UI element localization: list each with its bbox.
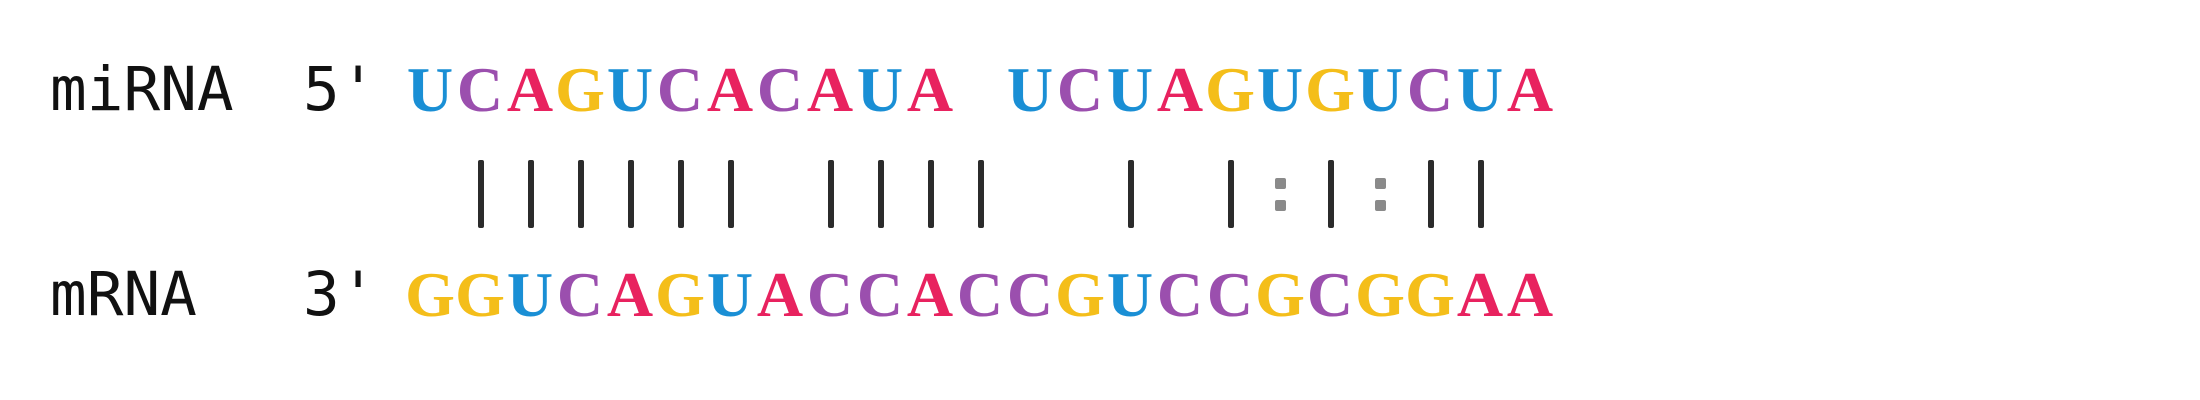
mrna-nucleotide: G: [405, 259, 455, 330]
mirna-nucleotide: A: [906, 54, 954, 125]
mrna-nucleotide: C: [1006, 259, 1054, 330]
mirna-nucleotide: C: [756, 54, 804, 125]
unpaired-gap: [755, 150, 805, 240]
watson-crick-pair-bar: [505, 150, 555, 240]
mirna-label: miRNA: [50, 54, 234, 125]
mrna-nucleotide: U: [706, 259, 754, 330]
mrna-nucleotide: G: [1355, 259, 1405, 330]
unpaired-gap: [405, 150, 455, 240]
mirna-nucleotide: A: [506, 54, 554, 125]
mrna-nucleotide: G: [1055, 259, 1105, 330]
mrna-nucleotide: G: [1405, 259, 1455, 330]
mirna-nucleotide: A: [1506, 54, 1554, 125]
mirna-nucleotide: G: [1305, 54, 1355, 125]
mrna-nucleotide: A: [1506, 259, 1554, 330]
mirna-nucleotide: C: [1406, 54, 1454, 125]
watson-crick-pair-bar: [605, 150, 655, 240]
mirna-five-prime-label: 5': [303, 54, 377, 125]
watson-crick-pair-bar: [1405, 150, 1455, 240]
mirna-nucleotide: C: [656, 54, 704, 125]
mirna-nucleotide: U: [1256, 54, 1304, 125]
unpaired-gap: [1155, 150, 1205, 240]
mrna-nucleotide: C: [1206, 259, 1254, 330]
watson-crick-pair-bar: [705, 150, 755, 240]
mrna-nucleotide: C: [956, 259, 1004, 330]
mrna-nucleotide: A: [756, 259, 804, 330]
mirna-nucleotide: A: [706, 54, 754, 125]
watson-crick-pair-bar: [1105, 150, 1155, 240]
base-pairing-row: [0, 150, 2200, 240]
mirna-nucleotide: [955, 45, 1005, 135]
wobble-pair-dots: [1355, 150, 1405, 240]
unpaired-gap: [1055, 150, 1105, 240]
watson-crick-pair-bar: [905, 150, 955, 240]
mirna-nucleotide: U: [406, 54, 454, 125]
mirna-nucleotide: U: [606, 54, 654, 125]
mrna-label: mRNA: [50, 259, 197, 330]
mirna-nucleotide: A: [806, 54, 854, 125]
mrna-nucleotide: G: [455, 259, 505, 330]
wobble-pair-dots: [1255, 150, 1305, 240]
mrna-nucleotide: U: [1106, 259, 1154, 330]
mrna-nucleotide: A: [1456, 259, 1504, 330]
mrna-nucleotide: C: [556, 259, 604, 330]
mrna-nucleotide: A: [606, 259, 654, 330]
mrna-nucleotide: C: [1156, 259, 1204, 330]
mirna-nucleotide: C: [1056, 54, 1104, 125]
watson-crick-pair-bar: [455, 150, 505, 240]
mrna-nucleotide: C: [1306, 259, 1354, 330]
mrna-nucleotide: C: [856, 259, 904, 330]
watson-crick-pair-bar: [655, 150, 705, 240]
mrna-nucleotide: C: [806, 259, 854, 330]
mirna-nucleotide: U: [1456, 54, 1504, 125]
mrna-nucleotide: G: [655, 259, 705, 330]
base-pairing-marks: [405, 150, 1555, 240]
watson-crick-pair-bar: [1205, 150, 1255, 240]
mirna-nucleotide: A: [1156, 54, 1204, 125]
mirna-nucleotide: G: [555, 54, 605, 125]
mirna-nucleotide: G: [1205, 54, 1255, 125]
watson-crick-pair-bar: [1455, 150, 1505, 240]
watson-crick-pair-bar: [955, 150, 1005, 240]
watson-crick-pair-bar: [855, 150, 905, 240]
mirna-nucleotide: U: [1006, 54, 1054, 125]
mirna-nucleotide: U: [1356, 54, 1404, 125]
mrna-three-prime-label: 3': [303, 259, 377, 330]
unpaired-gap: [1505, 150, 1555, 240]
unpaired-gap: [1005, 150, 1055, 240]
watson-crick-pair-bar: [555, 150, 605, 240]
watson-crick-pair-bar: [805, 150, 855, 240]
mrna-nucleotide: U: [506, 259, 554, 330]
mirna-nucleotide: U: [1106, 54, 1154, 125]
watson-crick-pair-bar: [1305, 150, 1355, 240]
mrna-nucleotide: A: [906, 259, 954, 330]
mrna-nucleotide: G: [1255, 259, 1305, 330]
mirna-nucleotide: U: [856, 54, 904, 125]
mirna-nucleotide: C: [456, 54, 504, 125]
